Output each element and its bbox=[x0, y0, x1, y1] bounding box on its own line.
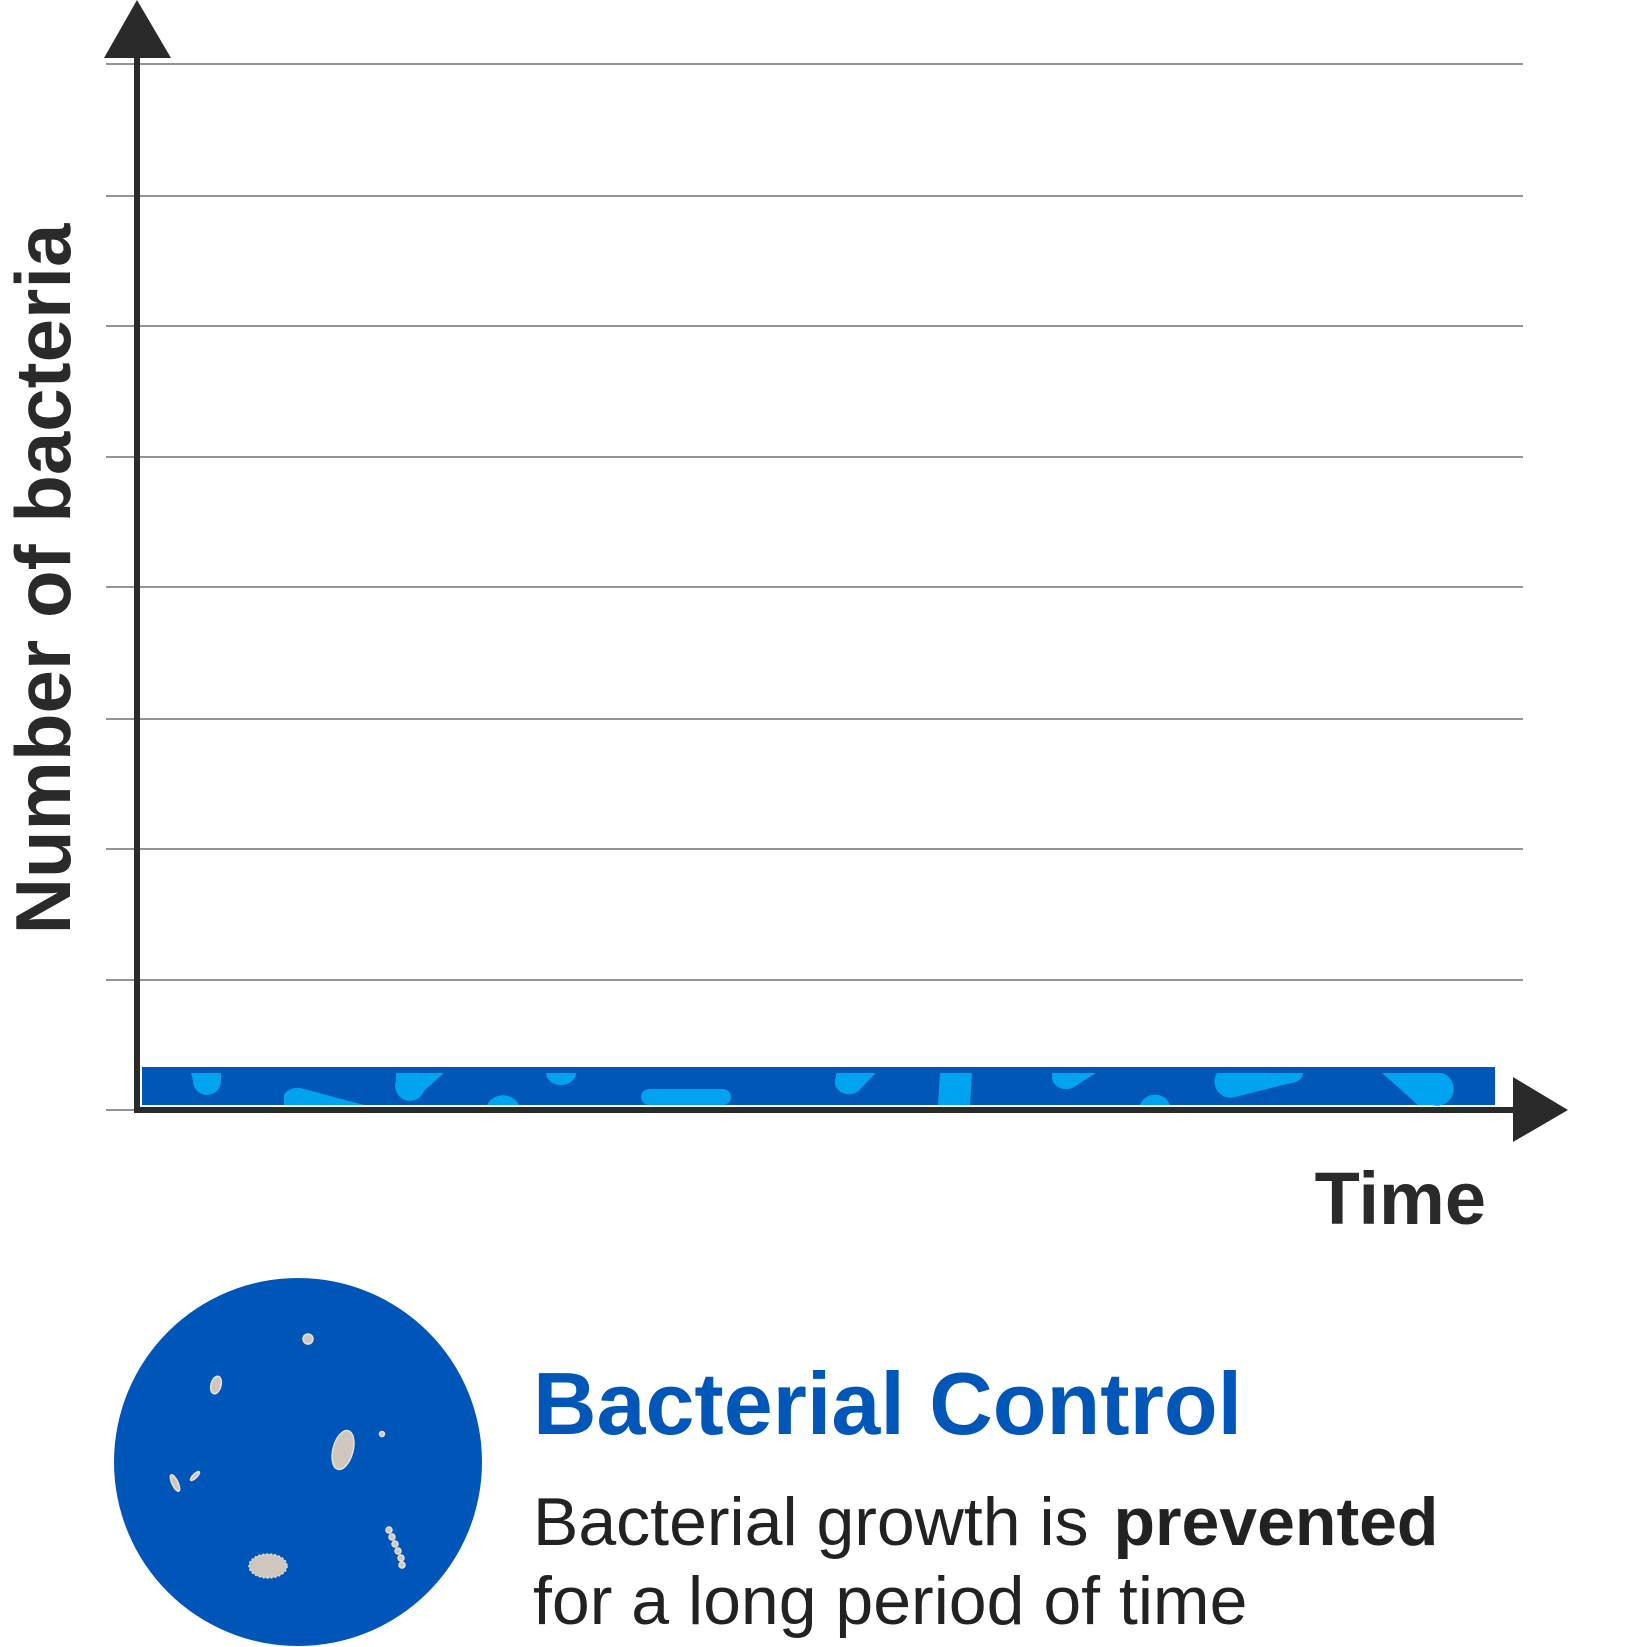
y-arrow bbox=[104, 0, 171, 58]
description-text: Bacterial growth is bbox=[533, 1484, 1089, 1560]
grid bbox=[106, 63, 1523, 1111]
title: Bacterial Control bbox=[533, 1354, 1242, 1453]
x-arrow bbox=[1513, 1077, 1568, 1142]
description-emphasis: prevented bbox=[1113, 1484, 1438, 1560]
x-axis-label: Time bbox=[1315, 1157, 1486, 1240]
axes bbox=[104, 0, 1568, 1142]
band-pattern bbox=[191, 1073, 1454, 1106]
petri-dish bbox=[114, 1278, 482, 1646]
y-axis-label: Number of bacteria bbox=[0, 223, 87, 934]
description-line: for a long period of time bbox=[533, 1563, 1247, 1639]
description-line: Bacterial growth is prevented bbox=[533, 1484, 1438, 1560]
band bbox=[142, 1067, 1495, 1105]
growth-band bbox=[142, 1067, 1495, 1106]
